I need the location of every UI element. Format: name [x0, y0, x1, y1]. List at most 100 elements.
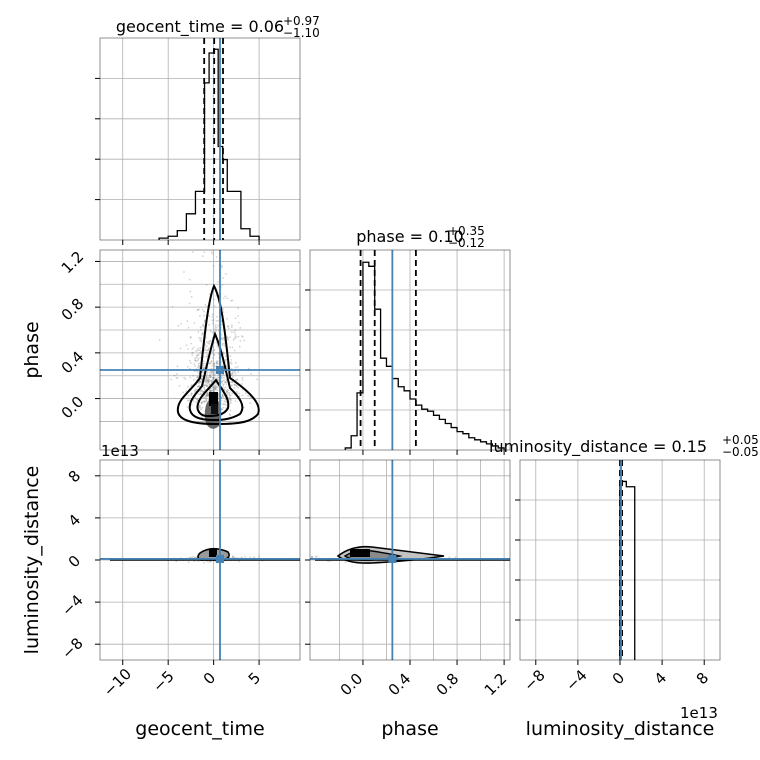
- sample-phase-geocent-894: [194, 365, 197, 368]
- sample-phase-geocent-899: [225, 273, 227, 275]
- sample-phase-geocent-643: [222, 308, 224, 311]
- sample-phase-geocent-409: [222, 387, 225, 390]
- sample-phase-geocent-324: [212, 265, 215, 267]
- sample-phase-geocent-801: [211, 351, 214, 353]
- sample-phase-geocent-779: [211, 319, 214, 322]
- sample-phase-geocent-175: [207, 342, 209, 345]
- sample-phase-geocent-293: [213, 389, 216, 392]
- sample-phase-geocent-99: [195, 356, 198, 359]
- sample-phase-geocent-578: [200, 378, 203, 381]
- sample-phase-geocent-202: [203, 400, 205, 403]
- sample-phase-geocent-57: [233, 383, 236, 386]
- hist-geocent-time-panel: geocent_time = 0.06 +0.97 −1.10: [95, 14, 320, 245]
- sample-distance-phase-59: [344, 561, 347, 564]
- sample-phase-geocent-36: [205, 400, 208, 403]
- sample-phase-geocent-562: [198, 380, 201, 383]
- sample-phase-geocent-86: [227, 392, 230, 395]
- sample-phase-geocent-109: [205, 375, 208, 378]
- ytick-distance-0: 0: [65, 552, 84, 571]
- sample-phase-geocent-713: [198, 406, 200, 409]
- sample-phase-geocent-878: [203, 325, 205, 327]
- sample-phase-geocent-85: [189, 336, 192, 338]
- sample-phase-geocent-691: [203, 251, 206, 253]
- sample-phase-geocent-583: [224, 386, 227, 389]
- sample-phase-geocent-896: [209, 330, 212, 333]
- sample-phase-geocent-473: [210, 379, 213, 382]
- sample-phase-geocent-502: [201, 406, 204, 409]
- sample-phase-geocent-476: [212, 377, 215, 380]
- sample-phase-geocent-700: [203, 320, 206, 322]
- sample-phase-geocent-827: [175, 377, 178, 380]
- sample-phase-geocent-883: [234, 384, 237, 386]
- sample-phase-geocent-241: [241, 335, 244, 338]
- sample-phase-geocent-283: [223, 339, 226, 341]
- sample-phase-geocent-752: [199, 405, 201, 407]
- sample-phase-geocent-593: [197, 366, 200, 369]
- sample-phase-geocent-627: [209, 375, 212, 378]
- sample-phase-geocent-719: [187, 326, 190, 329]
- ytick-distance-m8: −8: [58, 634, 86, 662]
- sample-phase-geocent-535: [190, 295, 193, 298]
- sample-phase-geocent-564: [192, 251, 194, 253]
- sample-phase-geocent-452: [198, 404, 201, 407]
- sample-phase-geocent-140: [225, 407, 228, 409]
- sample-phase-geocent-550: [196, 309, 199, 311]
- sample-phase-geocent-416: [173, 374, 176, 377]
- sample-phase-geocent-21: [186, 406, 189, 408]
- sample-phase-geocent-677: [205, 351, 208, 354]
- sample-phase-geocent-375: [213, 386, 216, 389]
- sample-phase-geocent-259: [211, 322, 214, 325]
- sample-phase-geocent-528: [214, 328, 216, 331]
- sample-phase-geocent-171: [212, 389, 215, 392]
- sample-phase-geocent-187: [202, 367, 205, 369]
- sample-phase-geocent-675: [204, 381, 207, 384]
- scatter-distance-vs-phase-panel: 0.0 0.4 0.8 1.2 phase: [305, 459, 511, 740]
- sample-phase-geocent-715: [176, 373, 178, 375]
- sample-phase-geocent-434: [203, 321, 206, 324]
- sample-phase-geocent-621: [226, 390, 228, 393]
- sample-phase-geocent-852: [233, 349, 236, 352]
- sample-phase-geocent-341: [203, 401, 206, 404]
- sample-phase-geocent-83: [205, 374, 208, 377]
- sample-phase-geocent-181: [210, 360, 213, 363]
- sample-phase-geocent-367: [213, 390, 216, 393]
- sample-phase-geocent-263: [199, 390, 202, 393]
- sample-phase-geocent-703: [206, 373, 209, 375]
- sample-distance-geocent-10: [188, 556, 191, 559]
- sample-phase-geocent-22: [199, 339, 202, 342]
- sample-phase-geocent-763: [179, 347, 182, 350]
- sample-phase-geocent-665: [205, 345, 208, 348]
- sample-phase-geocent-295: [202, 362, 205, 365]
- ytick-distance-8: 8: [65, 467, 84, 486]
- sample-phase-geocent-652: [231, 372, 233, 375]
- sample-phase-geocent-503: [205, 379, 208, 382]
- sample-phase-geocent-501: [224, 398, 227, 401]
- sample-phase-geocent-201: [215, 256, 218, 258]
- sample-phase-geocent-887: [222, 383, 225, 386]
- sample-phase-geocent-592: [216, 280, 219, 283]
- sample-phase-geocent-840: [201, 308, 204, 311]
- sample-phase-geocent-448: [212, 352, 214, 355]
- sample-phase-geocent-751: [195, 398, 198, 401]
- sample-phase-geocent-300: [229, 336, 231, 339]
- sample-phase-geocent-145: [199, 352, 201, 355]
- sample-phase-geocent-702: [233, 337, 236, 340]
- sample-phase-geocent-34: [211, 371, 214, 374]
- sample-phase-geocent-551: [223, 342, 226, 345]
- sample-phase-geocent-358: [239, 340, 242, 342]
- ticks-distance-hist: [515, 499, 705, 665]
- sample-phase-geocent-846: [222, 342, 224, 345]
- sample-phase-geocent-87: [200, 329, 202, 331]
- sample-phase-geocent-788: [214, 387, 216, 390]
- sample-phase-geocent-400: [223, 337, 225, 340]
- sample-phase-geocent-35: [198, 382, 200, 385]
- hist-geocent-time: [158, 48, 260, 240]
- sample-phase-geocent-664: [190, 394, 193, 397]
- sample-phase-geocent-355: [206, 353, 209, 356]
- ytick-phase-0.4: 0.4: [58, 348, 88, 378]
- sample-phase-geocent-645: [215, 385, 217, 387]
- sample-phase-geocent-137: [221, 284, 224, 286]
- sample-phase-geocent-537: [196, 353, 199, 356]
- sample-phase-geocent-334: [176, 377, 179, 379]
- sample-phase-geocent-148: [201, 375, 204, 378]
